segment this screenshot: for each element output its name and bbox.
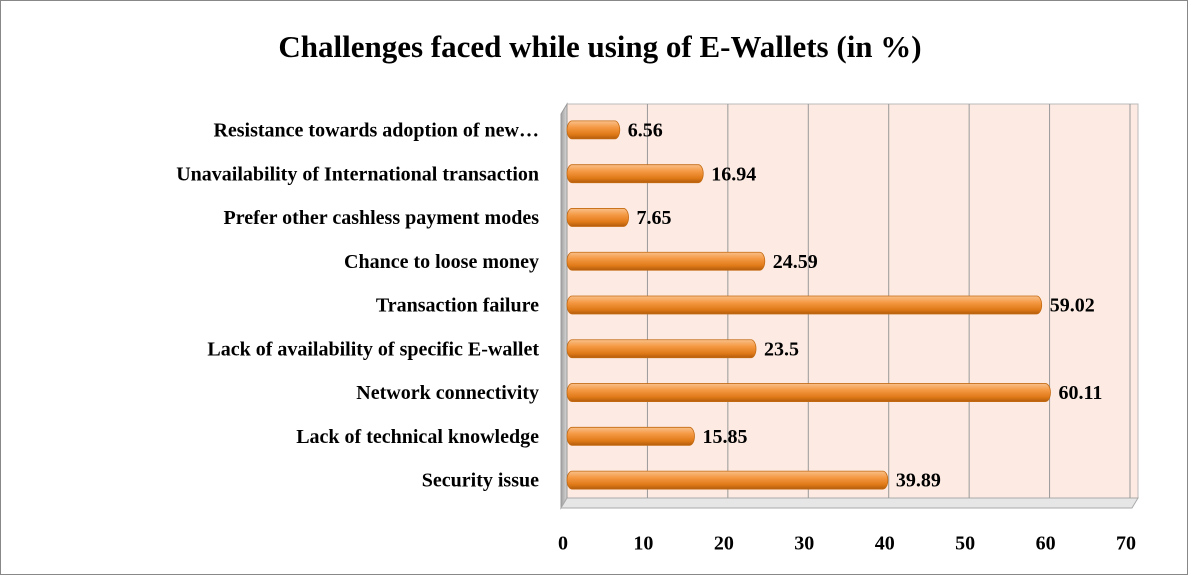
value-label: 60.11 xyxy=(1058,382,1102,404)
chart-title: Challenges faced while using of E-Wallet… xyxy=(278,29,921,64)
value-label: 6.56 xyxy=(628,119,663,141)
value-label: 7.65 xyxy=(637,207,672,229)
x-tick-label: 70 xyxy=(1116,533,1136,555)
y-tick-label: Resistance towards adoption of new… xyxy=(213,119,539,141)
y-tick-label: Lack of technical knowledge xyxy=(296,426,539,448)
y-tick-label: Lack of availability of specific E-walle… xyxy=(207,338,539,360)
y-tick-label: Transaction failure xyxy=(376,295,539,317)
x-tick-label: 20 xyxy=(714,533,734,555)
y-tick-label: Security issue xyxy=(422,470,539,492)
bar xyxy=(566,383,1051,402)
x-tick-label: 0 xyxy=(558,533,568,555)
bar xyxy=(566,339,757,359)
value-label: 59.02 xyxy=(1050,295,1095,317)
bar xyxy=(566,470,889,490)
x-tick-label: 50 xyxy=(955,533,975,555)
bar xyxy=(566,251,766,271)
y-tick-label: Prefer other cashless payment modes xyxy=(223,207,539,229)
value-label: 24.59 xyxy=(773,251,818,273)
value-label: 15.85 xyxy=(702,426,747,448)
x-tick-label: 10 xyxy=(633,533,653,555)
bar xyxy=(566,120,621,140)
x-tick-label: 60 xyxy=(1036,533,1056,555)
bar xyxy=(566,426,695,446)
side-wall xyxy=(560,102,568,510)
x-tick-label: 40 xyxy=(875,533,895,555)
value-label: 23.5 xyxy=(764,338,799,360)
y-tick-label: Unavailability of International transact… xyxy=(176,163,539,185)
bar xyxy=(566,295,1043,315)
bar xyxy=(566,208,629,227)
floor xyxy=(560,497,1139,509)
y-tick-label: Network connectivity xyxy=(356,382,539,404)
value-label: 16.94 xyxy=(711,163,756,185)
value-label: 39.89 xyxy=(896,470,941,492)
x-tick-label: 30 xyxy=(794,533,814,555)
y-tick-label: Chance to loose money xyxy=(344,251,539,273)
bar xyxy=(566,164,704,184)
